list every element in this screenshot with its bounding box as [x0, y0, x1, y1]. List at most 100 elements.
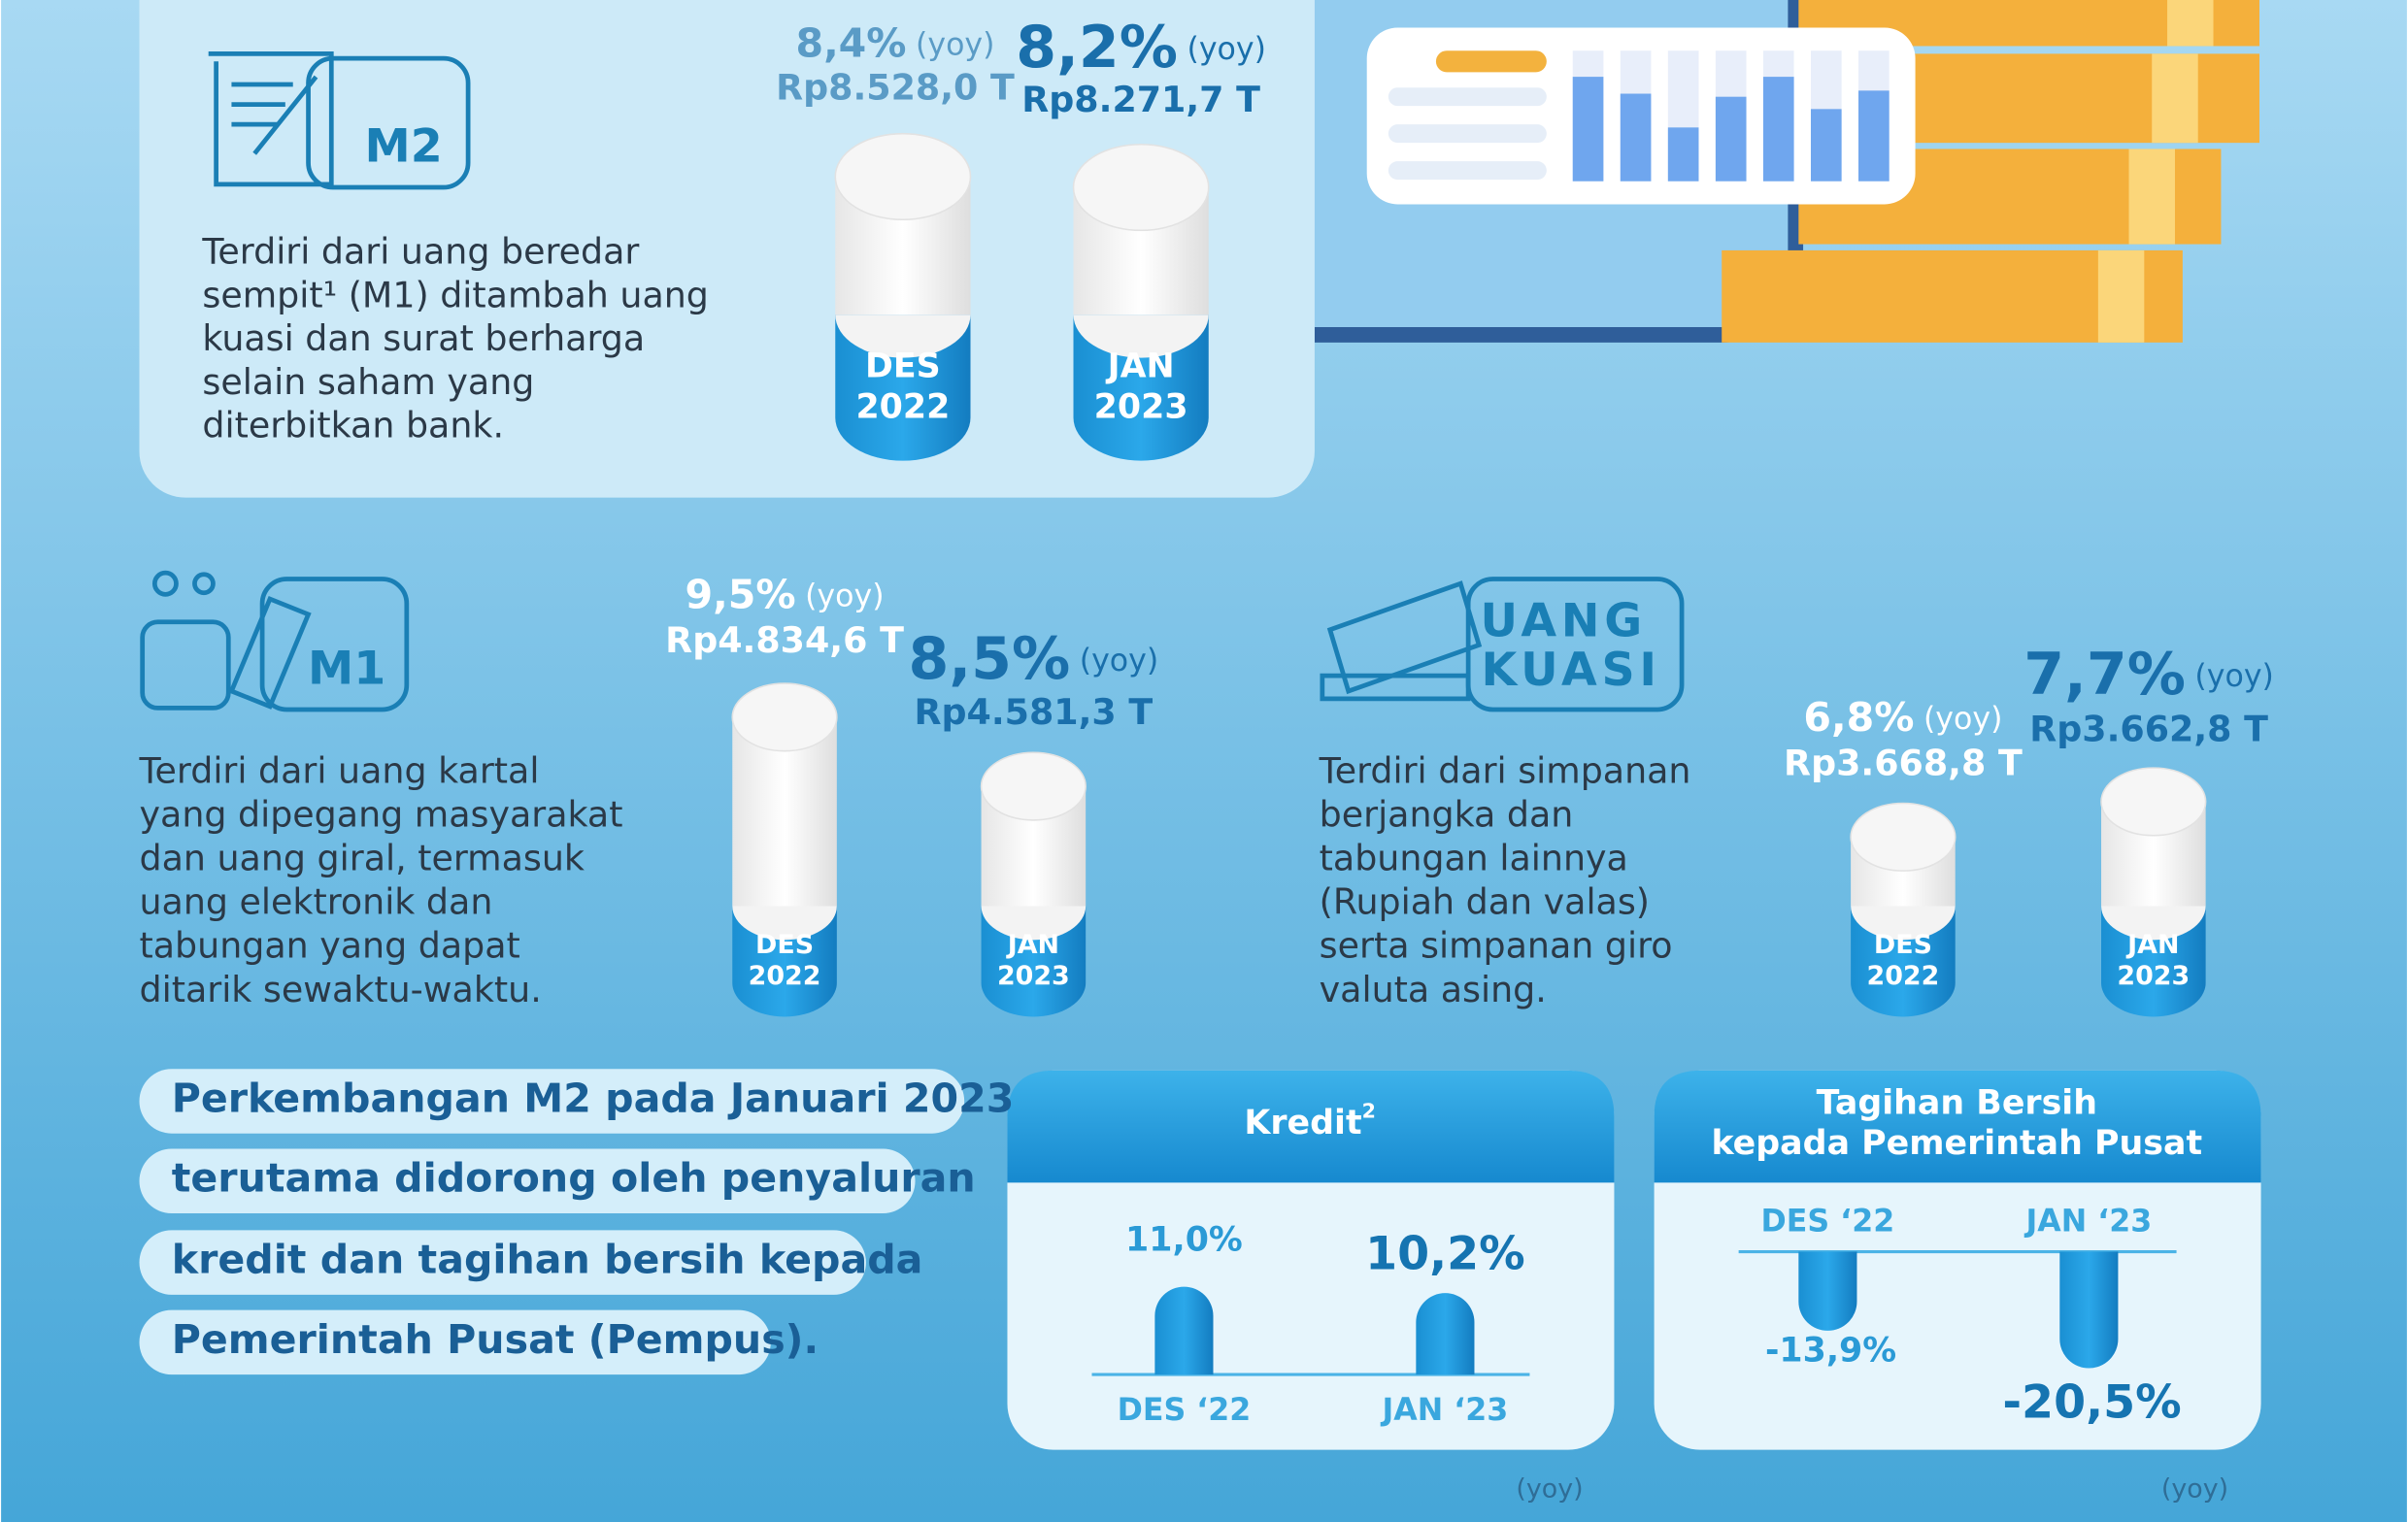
kredit-header: [1007, 1070, 1615, 1183]
cylinder-edge: [1073, 314, 1209, 358]
m2-icon: [208, 51, 471, 190]
tagihan-title: Tagihan Bersih: [1817, 1084, 2097, 1123]
growth-label: 8,4% (yoy): [795, 19, 994, 66]
category-label: JAN ‘23: [1381, 1393, 1509, 1428]
cylinder-top: [980, 751, 1087, 821]
amount: Rp4.581,3 T: [915, 691, 1154, 733]
summary-line: Perkembangan M2 pada Januari 2023: [172, 1075, 1015, 1121]
growth: 8,5%: [909, 625, 1071, 693]
m1-icon: [140, 570, 410, 712]
summary-pill: [139, 1230, 866, 1295]
cylinder-edge: [1851, 906, 1956, 941]
period: 2022: [1867, 961, 1940, 991]
growth-label: 7,7% (yoy): [2023, 640, 2274, 708]
category-label: DES ‘22: [1761, 1204, 1895, 1239]
cylinder-top: [731, 682, 838, 752]
note: (yoy): [1516, 1473, 1583, 1504]
category-label: DES ‘22: [1118, 1393, 1252, 1428]
category-label: JAN ‘23: [2023, 1204, 2152, 1239]
growth-label: 9,5% (yoy): [686, 571, 885, 617]
amount: Rp3.668,8 T: [1784, 742, 2023, 783]
description-line: berjangka dan: [1320, 793, 1574, 835]
amount: Rp8.528,0 T: [776, 66, 1015, 108]
dashboard-card: [1366, 27, 1916, 205]
description-line: kuasi dan surat berharga: [202, 317, 645, 359]
m2-panel: [139, 0, 1315, 498]
footnote: 2: [1362, 1100, 1376, 1123]
description-line: sempit¹ (M1) ditambah uang: [202, 274, 709, 315]
description-line: ditarik sewaktu-waktu.: [140, 969, 542, 1010]
note: (yoy): [2161, 1473, 2228, 1504]
value-label: -20,5%: [2002, 1376, 2181, 1430]
period: DES: [865, 347, 941, 386]
period: 2023: [997, 961, 1070, 991]
description-line: dan uang giral, termasuk: [140, 838, 585, 879]
summary-pill: [139, 1309, 771, 1375]
value-label: -13,9%: [1765, 1331, 1896, 1370]
growth: 8,4%: [795, 19, 906, 66]
description-line: (Rupiah dan valas): [1320, 881, 1650, 923]
growth: 6,8%: [1803, 694, 1914, 741]
period: 2022: [749, 961, 821, 991]
growth-label: 8,5% (yoy): [909, 625, 1159, 693]
description-line: diterbitkan bank.: [202, 405, 504, 447]
description-line: Terdiri dari uang beredar: [201, 231, 639, 273]
growth: 8,2%: [1016, 14, 1178, 82]
growth-label: 8,2% (yoy): [1016, 14, 1266, 82]
period: DES: [1874, 930, 1932, 960]
cylinder-top: [834, 132, 972, 221]
title: Kredit: [1244, 1104, 1361, 1142]
bar: [1798, 1251, 1857, 1331]
summary-line: Pemerintah Pusat (Pempus).: [172, 1316, 819, 1363]
description-line: tabungan yang dapat: [140, 925, 520, 967]
uang-kuasi-label: UANG: [1481, 594, 1647, 647]
cylinder-edge: [2101, 906, 2206, 941]
cylinder-top: [1072, 143, 1210, 232]
value-label: 10,2%: [1365, 1227, 1525, 1280]
period: 2023: [1094, 387, 1188, 426]
period: JAN: [2125, 930, 2179, 960]
cylinder-edge: [732, 906, 837, 941]
tagihan-title: kepada Pemerintah Pusat: [1711, 1124, 2202, 1163]
m2-label: M2: [365, 119, 443, 173]
bar: [1416, 1293, 1475, 1375]
description-line: uang elektronik dan: [140, 881, 493, 923]
growth: 7,7%: [2023, 640, 2186, 708]
amount: Rp4.834,6 T: [665, 619, 904, 661]
tagihan-header: [1654, 1070, 2261, 1183]
description-line: Terdiri dari uang kartal: [139, 749, 540, 791]
yoy: (yoy): [1187, 32, 1266, 67]
summary-line: terutama didorong oleh penyaluran: [172, 1155, 976, 1202]
yoy: (yoy): [1080, 644, 1158, 678]
period: JAN: [1106, 347, 1175, 386]
growth: 9,5%: [686, 571, 796, 617]
description-line: Terdiri dari simpanan: [1319, 749, 1691, 791]
value-label: 11,0%: [1125, 1220, 1243, 1259]
yoy: (yoy): [1923, 702, 2002, 737]
description-line: valuta asing.: [1320, 969, 1547, 1010]
summary-pill: [139, 1069, 965, 1134]
m1-label: M1: [308, 642, 385, 695]
description-line: tabungan lainnya: [1320, 838, 1628, 879]
description-line: yang dipegang masyarakat: [140, 793, 623, 835]
cylinder-top: [2100, 767, 2207, 837]
summary-pill: [139, 1148, 916, 1213]
period: DES: [755, 930, 814, 960]
description-line: serta simpanan giro: [1320, 925, 1673, 967]
period: JAN: [1006, 930, 1059, 960]
amount: Rp3.662,8 T: [2029, 709, 2268, 750]
uang-kuasi-icon: [1320, 577, 1685, 712]
cylinder-edge: [981, 906, 1087, 941]
yoy: (yoy): [916, 27, 994, 62]
period: 2023: [2117, 961, 2190, 991]
kredit-title: Kredit2: [1244, 1100, 1376, 1143]
cylinder-top: [1850, 802, 1956, 872]
yoy: (yoy): [2194, 659, 2273, 694]
bar: [2059, 1251, 2119, 1369]
uang-kuasi-label: KUASI: [1481, 644, 1660, 697]
description-line: selain saham yang: [202, 361, 534, 403]
yoy: (yoy): [805, 579, 884, 613]
period: 2022: [855, 387, 950, 426]
